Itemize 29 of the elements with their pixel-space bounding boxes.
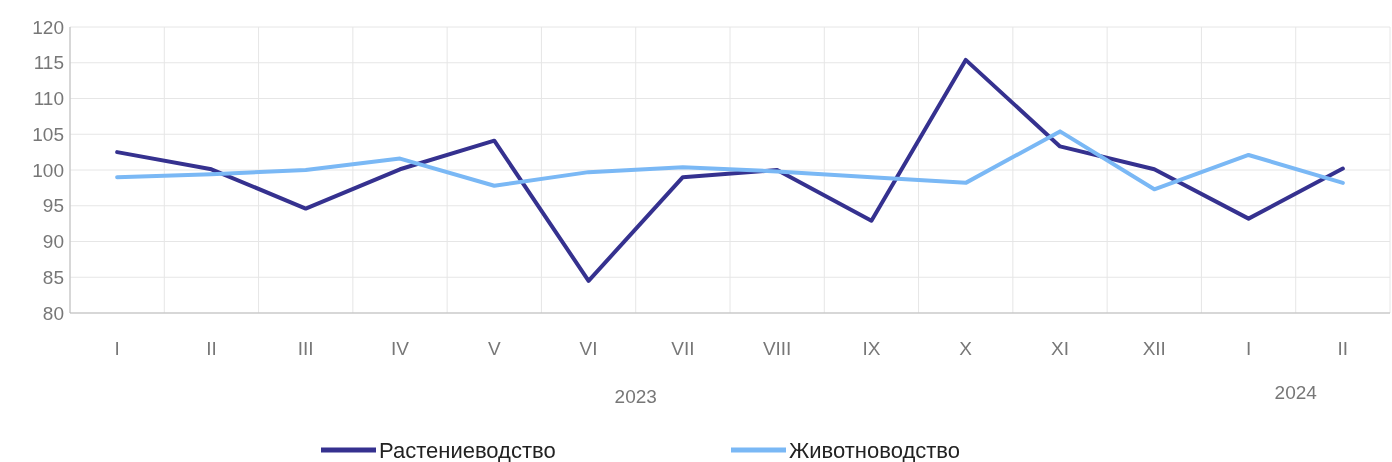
x-tick-label: IV [391, 338, 410, 359]
line-series [115, 57, 1345, 283]
x-tick-label: II [1337, 338, 1349, 359]
x-tick-label: XII [1142, 338, 1166, 359]
y-tick-label: 95 [42, 195, 64, 217]
legend-label: Растениеводство [379, 438, 556, 462]
x-tick-label: IX [862, 338, 881, 359]
x-tick-label: I [1245, 338, 1252, 359]
y-tick-label: 110 [33, 88, 64, 110]
x-tick-label: III [297, 338, 314, 359]
legend-label: Животноводство [789, 438, 961, 462]
x-tick-label: XI [1051, 338, 1069, 359]
y-tick-label: 120 [32, 16, 64, 38]
y-tick-label: 105 [32, 123, 64, 145]
text: 2023 [614, 386, 657, 407]
y-tick-label: 100 [32, 159, 64, 181]
x-tick-label: V [487, 338, 501, 359]
y-tick-label: 115 [33, 52, 64, 74]
text: 2024 [1274, 382, 1318, 403]
x-tick-label: II [206, 338, 217, 359]
x-tick-label: VIII [762, 338, 792, 359]
x-tick-label: I [114, 338, 120, 359]
y-tick-label: 85 [42, 266, 64, 288]
y-tick-label: 90 [42, 231, 64, 253]
y-tick-label: 80 [42, 302, 64, 324]
x-tick-label: X [959, 338, 973, 359]
x-tick-label: VII [671, 338, 695, 359]
x-tick-label: VI [579, 338, 598, 359]
line-series [115, 129, 1345, 192]
